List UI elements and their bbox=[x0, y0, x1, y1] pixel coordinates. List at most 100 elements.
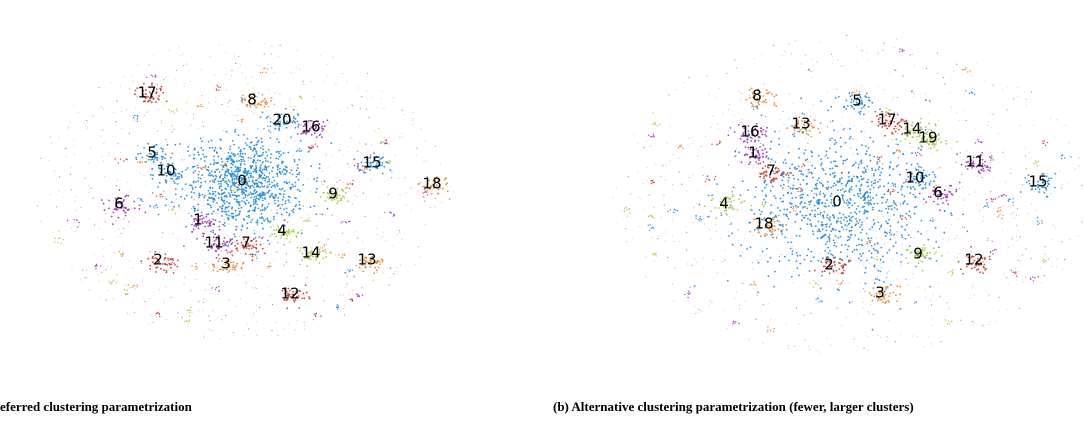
point bbox=[324, 248, 327, 251]
point bbox=[194, 217, 196, 219]
point bbox=[729, 127, 732, 129]
point bbox=[762, 144, 765, 147]
point bbox=[242, 244, 244, 247]
point bbox=[166, 264, 169, 266]
point bbox=[749, 284, 751, 286]
point bbox=[719, 140, 721, 142]
point bbox=[751, 104, 754, 106]
point bbox=[315, 315, 317, 318]
point bbox=[254, 100, 257, 103]
point bbox=[820, 158, 822, 161]
point bbox=[111, 223, 114, 226]
point bbox=[168, 49, 170, 51]
point bbox=[257, 207, 260, 210]
point bbox=[790, 53, 793, 55]
point bbox=[194, 223, 197, 226]
point bbox=[867, 105, 870, 108]
point bbox=[117, 196, 119, 199]
point bbox=[305, 133, 308, 135]
point bbox=[814, 225, 817, 228]
point bbox=[806, 254, 808, 257]
point bbox=[748, 94, 751, 96]
point bbox=[218, 285, 220, 288]
point bbox=[866, 283, 868, 285]
point bbox=[186, 63, 188, 65]
point bbox=[368, 116, 370, 118]
point bbox=[426, 189, 429, 192]
point bbox=[256, 257, 258, 260]
point bbox=[837, 189, 839, 192]
point bbox=[786, 127, 788, 130]
point bbox=[314, 132, 316, 135]
point bbox=[907, 214, 910, 217]
point bbox=[73, 144, 75, 146]
point bbox=[859, 90, 861, 93]
point bbox=[654, 163, 656, 165]
point bbox=[843, 201, 846, 204]
point bbox=[777, 167, 779, 170]
point bbox=[748, 163, 750, 166]
point bbox=[269, 125, 271, 128]
point bbox=[265, 71, 267, 74]
point bbox=[944, 193, 946, 196]
point bbox=[309, 255, 312, 257]
point bbox=[856, 313, 858, 315]
point bbox=[377, 266, 380, 269]
point bbox=[233, 173, 236, 176]
point bbox=[240, 119, 243, 121]
point bbox=[931, 324, 933, 326]
point bbox=[862, 264, 865, 266]
point bbox=[299, 150, 301, 153]
point bbox=[95, 267, 97, 270]
point bbox=[901, 236, 904, 239]
point bbox=[254, 237, 257, 239]
point bbox=[103, 209, 106, 212]
point bbox=[214, 146, 217, 149]
point bbox=[872, 224, 875, 226]
point bbox=[778, 169, 780, 172]
point bbox=[102, 108, 105, 110]
point bbox=[987, 121, 990, 123]
point bbox=[1038, 191, 1040, 193]
point bbox=[245, 178, 248, 180]
point bbox=[755, 99, 758, 102]
point bbox=[256, 256, 258, 258]
point bbox=[782, 161, 785, 164]
point bbox=[235, 225, 238, 228]
point bbox=[273, 215, 275, 218]
point bbox=[164, 104, 166, 106]
point bbox=[239, 166, 242, 169]
point bbox=[152, 321, 154, 323]
point bbox=[342, 195, 344, 198]
point bbox=[262, 199, 264, 202]
point bbox=[770, 204, 773, 207]
point bbox=[270, 194, 273, 197]
point bbox=[787, 145, 789, 147]
point bbox=[63, 196, 65, 198]
point bbox=[328, 122, 330, 124]
point bbox=[280, 173, 282, 175]
point bbox=[1074, 168, 1076, 170]
point bbox=[217, 86, 219, 88]
point bbox=[258, 236, 261, 239]
point bbox=[231, 238, 234, 240]
point bbox=[333, 198, 336, 201]
point bbox=[965, 67, 967, 69]
point bbox=[851, 204, 854, 207]
point bbox=[420, 182, 422, 184]
point bbox=[289, 119, 292, 122]
point bbox=[734, 150, 737, 153]
point bbox=[1070, 156, 1072, 158]
point bbox=[190, 124, 192, 126]
point bbox=[1035, 162, 1037, 164]
point bbox=[181, 176, 183, 179]
point bbox=[123, 199, 125, 201]
point bbox=[678, 171, 680, 173]
point bbox=[909, 54, 911, 56]
point bbox=[270, 97, 273, 99]
point bbox=[344, 272, 346, 274]
point bbox=[979, 210, 981, 212]
point bbox=[174, 264, 177, 266]
point bbox=[237, 274, 239, 276]
point bbox=[956, 153, 958, 156]
